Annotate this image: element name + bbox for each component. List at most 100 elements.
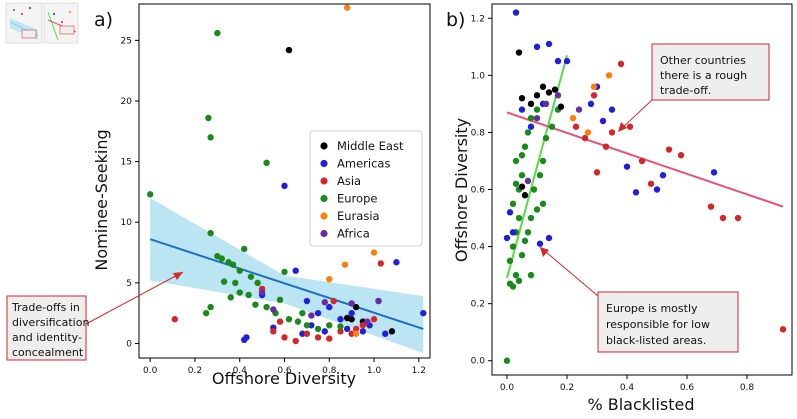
annotation-a-line-3: and identity- xyxy=(12,331,82,344)
data-point-africa xyxy=(375,297,382,305)
legend-marker xyxy=(320,229,328,238)
data-point-europe xyxy=(314,325,322,333)
data-point-eurasia xyxy=(605,72,613,79)
y-tick-label: 0.6 xyxy=(471,186,486,196)
data-point-europe xyxy=(521,143,529,150)
data-point-americas xyxy=(337,316,344,323)
data-point-europe xyxy=(515,214,523,222)
data-point-africa xyxy=(554,92,562,99)
x-tick-label: 0.6 xyxy=(680,383,695,393)
data-point-europe xyxy=(512,180,520,187)
data-point-asia xyxy=(171,316,179,323)
data-point-middle-east xyxy=(527,100,535,108)
annotation-a-line-1: Trade-offs in xyxy=(11,301,80,314)
data-point-americas xyxy=(343,325,351,333)
data-point-europe xyxy=(146,191,154,198)
data-point-europe xyxy=(294,318,302,325)
data-point-europe xyxy=(220,278,228,285)
data-point-europe xyxy=(524,129,532,136)
x-tick-label: 0.8 xyxy=(322,366,337,376)
data-point-europe xyxy=(263,303,270,311)
legend-marker xyxy=(320,177,328,185)
data-point-eurasia xyxy=(569,114,577,122)
data-point-asia xyxy=(330,297,337,305)
data-point-europe xyxy=(337,323,344,330)
data-point-asia xyxy=(617,60,625,68)
y-tick-label: 1.2 xyxy=(471,14,485,24)
data-point-europe xyxy=(512,157,520,165)
data-point-africa xyxy=(321,299,328,306)
data-point-europe xyxy=(542,134,550,142)
annotation-box xyxy=(597,291,739,353)
data-point-europe xyxy=(533,206,541,213)
data-point-africa xyxy=(364,318,371,325)
data-point-africa xyxy=(270,306,277,313)
data-point-americas xyxy=(382,330,389,337)
x-tick-label: 0.2 xyxy=(188,366,202,376)
panel-a-xlabel: Offshore Diversity xyxy=(212,369,356,388)
x-tick-label: 0.4 xyxy=(233,366,248,376)
annotation-b2-line-2: responsible for low xyxy=(606,318,710,331)
data-point-americas xyxy=(587,100,595,108)
legend-marker xyxy=(320,194,328,203)
data-point-europe xyxy=(518,172,526,179)
data-point-asia xyxy=(270,328,277,335)
data-point-americas xyxy=(292,267,299,274)
data-point-africa xyxy=(533,114,541,122)
data-point-americas xyxy=(527,123,535,130)
data-point-americas xyxy=(303,297,311,305)
data-point-asia xyxy=(626,123,634,130)
annotation-arrow-line xyxy=(619,99,653,131)
y-tick-label: 0.8 xyxy=(471,128,486,138)
data-point-europe xyxy=(518,251,526,259)
data-point-middle-east xyxy=(388,328,396,335)
data-point-middle-east xyxy=(285,46,293,54)
annotation-arrow-head xyxy=(540,247,549,257)
data-point-asia xyxy=(377,260,384,267)
y-tick-label: 0 xyxy=(126,339,132,349)
data-point-americas xyxy=(632,189,640,196)
data-point-europe xyxy=(533,106,541,113)
annotation-a-line-2: diversification xyxy=(12,316,89,329)
data-point-europe xyxy=(539,157,547,165)
data-point-europe xyxy=(202,309,210,317)
data-point-asia xyxy=(292,337,299,345)
data-point-americas xyxy=(243,334,250,341)
data-point-asia xyxy=(734,214,742,222)
panel-b-ylabel: Offshore Diversity xyxy=(452,118,471,262)
y-tick-label: 0.4 xyxy=(471,243,486,253)
data-point-middle-east xyxy=(518,94,526,102)
data-point-europe xyxy=(285,316,293,323)
data-point-asia xyxy=(602,143,610,150)
data-point-europe xyxy=(281,268,288,276)
annotation-b1-line-1: Other countries xyxy=(660,54,746,67)
data-point-europe xyxy=(509,283,517,290)
data-point-middle-east xyxy=(352,303,360,311)
data-point-eurasia xyxy=(584,129,592,136)
data-point-americas xyxy=(554,57,562,65)
data-point-europe xyxy=(506,257,514,265)
data-point-europe xyxy=(254,279,261,287)
data-point-asia xyxy=(281,334,288,341)
data-point-europe xyxy=(227,294,234,301)
data-point-americas xyxy=(326,303,333,311)
data-point-americas xyxy=(710,169,718,176)
thumbnail-inset xyxy=(5,2,79,44)
data-point-americas xyxy=(509,229,517,236)
y-tick-label: 10 xyxy=(121,218,133,228)
data-point-europe xyxy=(524,229,532,236)
data-point-africa xyxy=(308,312,315,319)
panel-b-label: b) xyxy=(446,9,465,31)
data-point-americas xyxy=(623,163,631,170)
data-point-americas xyxy=(518,106,526,113)
data-point-americas xyxy=(506,209,514,216)
data-point-asia xyxy=(590,92,598,99)
data-point-americas xyxy=(512,9,520,16)
data-point-middle-east xyxy=(539,83,547,90)
data-point-asia xyxy=(326,335,333,342)
annotation-b2-line-3: black-listed areas. xyxy=(606,334,706,347)
data-point-asia xyxy=(276,318,284,325)
panel-a: a) 0.0 0.2 0.4 0.6 0.8 1.0 1.2 0 5 10 15 20 25 Offs… xyxy=(6,3,431,388)
data-point-asia xyxy=(352,325,360,333)
data-point-europe xyxy=(548,123,556,130)
